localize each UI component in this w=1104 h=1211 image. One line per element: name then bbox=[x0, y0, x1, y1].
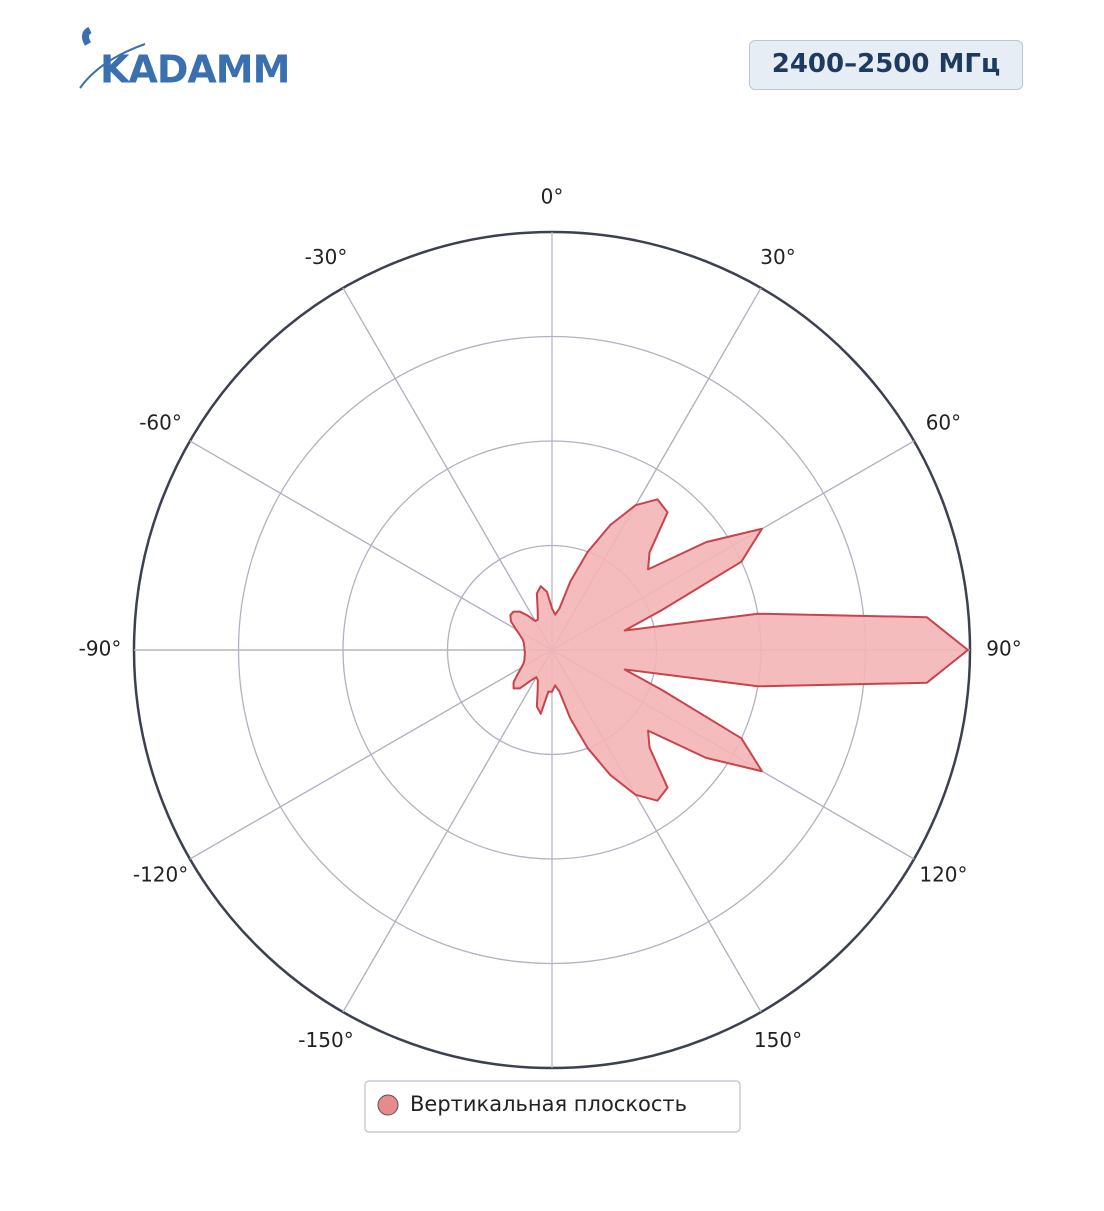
legend-label: Вертикальная плоскость bbox=[410, 1092, 687, 1116]
angle-label: 30° bbox=[760, 245, 795, 269]
angle-label: 0° bbox=[541, 185, 564, 209]
logo-swoosh bbox=[79, 43, 146, 89]
angle-label: 150° bbox=[754, 1028, 802, 1052]
angle-label: -30° bbox=[305, 245, 348, 269]
angle-label: -150° bbox=[298, 1028, 353, 1052]
logo-text: KADAMM bbox=[100, 48, 289, 92]
logo-mark bbox=[81, 26, 92, 46]
angle-label: -120° bbox=[133, 863, 188, 887]
angle-label: 60° bbox=[926, 411, 961, 435]
legend-marker bbox=[377, 1094, 399, 1116]
angle-label: -90° bbox=[79, 637, 122, 661]
logo: KADAMM bbox=[79, 26, 290, 92]
pattern-area bbox=[509, 498, 969, 802]
angle-label: 90° bbox=[986, 637, 1021, 661]
legend-box bbox=[364, 1080, 741, 1133]
angle-label: -60° bbox=[139, 411, 182, 435]
angle-label: 120° bbox=[919, 863, 967, 887]
band-badge: 2400–2500 МГц bbox=[749, 40, 1023, 90]
